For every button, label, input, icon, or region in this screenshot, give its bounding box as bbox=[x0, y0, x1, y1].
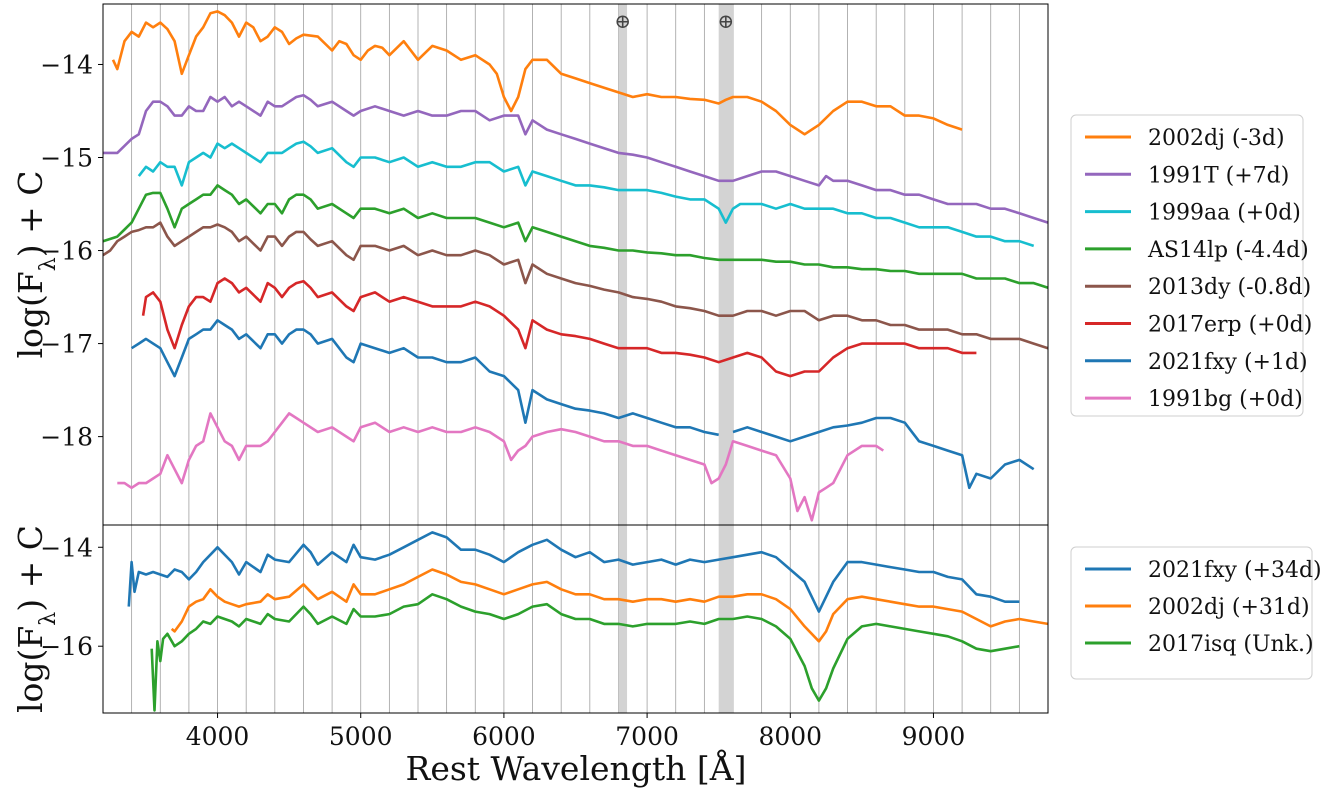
series-line bbox=[137, 140, 1035, 248]
legend-label: 1999aa (+0d) bbox=[1148, 201, 1301, 226]
legend-label: 2017isq (Unk.) bbox=[1148, 632, 1314, 657]
y-tick-label: −16 bbox=[40, 237, 93, 266]
y-axis-title: log(Fλ) + C bbox=[11, 170, 61, 358]
legend-label: 2021fxy (+34d) bbox=[1148, 558, 1320, 583]
series-line bbox=[117, 412, 885, 522]
grid-lines bbox=[131, 4, 1020, 525]
series-line bbox=[103, 93, 1048, 224]
legend-label: 1991T (+7d) bbox=[1148, 163, 1289, 188]
y-tick-label: −17 bbox=[40, 330, 93, 359]
series-line bbox=[150, 593, 1020, 712]
series-line bbox=[141, 277, 977, 378]
x-tick-label: 9000 bbox=[902, 722, 966, 751]
telluric-symbol: ⊕ bbox=[717, 9, 734, 33]
axes-frame bbox=[102, 524, 1049, 714]
legend-label: 2013dy (-0.8d) bbox=[1148, 275, 1311, 300]
top-legend: 2002dj (-3d) 1991T (+7d) 1999aa (+0d) AS14l… bbox=[1070, 114, 1312, 417]
legend-box bbox=[1070, 546, 1313, 680]
series-line bbox=[130, 319, 1035, 490]
y-tick-label: −15 bbox=[40, 144, 93, 173]
y-axis-title: log(Fλ) + C bbox=[11, 525, 61, 713]
top-panel: ⊕ ⊕ −14 −15 −16 −17 −18 log(Fλ) + C bbox=[11, 3, 1049, 530]
x-tick-label: 7000 bbox=[615, 722, 679, 751]
legend-label: 1991bg (+0d) bbox=[1148, 387, 1303, 412]
legend-label: AS14lp (-4.4d) bbox=[1147, 238, 1309, 263]
telluric-symbol: ⊕ bbox=[614, 9, 631, 33]
series-line bbox=[103, 221, 1048, 350]
legend-label: 2021fxy (+1d) bbox=[1148, 350, 1308, 375]
x-tick-label: 8000 bbox=[758, 722, 822, 751]
series-line bbox=[127, 531, 1020, 613]
telluric-band bbox=[618, 4, 628, 525]
x-tick-label: 5000 bbox=[329, 722, 393, 751]
x-axis-title: Rest Wavelength [Å] bbox=[405, 748, 746, 788]
y-tick-label: −18 bbox=[40, 423, 93, 452]
series-line bbox=[103, 184, 1048, 290]
legend-label: 2017erp (+0d) bbox=[1148, 313, 1312, 338]
series-line bbox=[111, 10, 963, 136]
bottom-legend: 2021fxy (+34d) 2002dj (+31d) 2017isq (Unk.… bbox=[1070, 546, 1320, 680]
x-tick-label: 6000 bbox=[472, 722, 536, 751]
legend-label: 2002dj (-3d) bbox=[1148, 126, 1285, 151]
y-tick-label: −16 bbox=[40, 632, 93, 661]
telluric-band bbox=[718, 4, 733, 525]
telluric-band bbox=[618, 525, 628, 713]
bottom-panel: −14 −16 4000 5000 6000 7000 8000 9000 log(Fλ) + … bbox=[11, 524, 1049, 751]
y-tick-label: −14 bbox=[40, 533, 93, 562]
legend-box bbox=[1070, 114, 1304, 417]
x-tick-label: 4000 bbox=[186, 722, 250, 751]
series-line bbox=[170, 568, 1048, 643]
legend-label: 2002dj (+31d) bbox=[1148, 595, 1310, 620]
y-tick-label: −14 bbox=[40, 50, 93, 79]
